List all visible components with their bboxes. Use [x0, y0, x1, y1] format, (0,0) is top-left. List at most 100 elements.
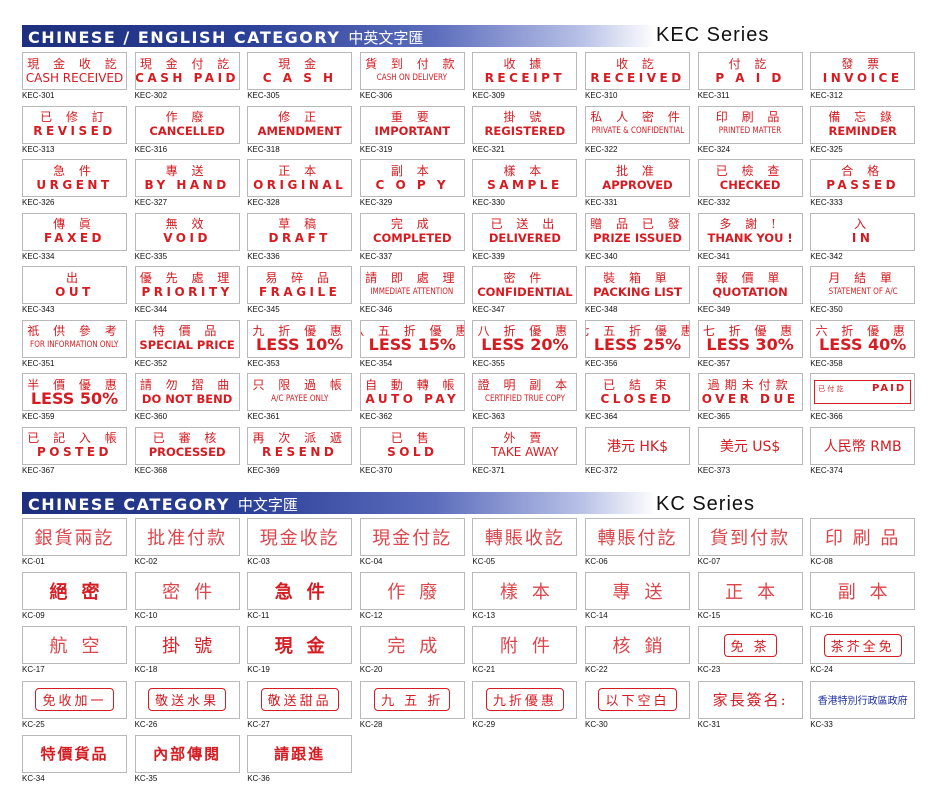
stamp-item[interactable]: 傳 眞 FAXED KEC-334 — [22, 212, 127, 261]
stamp-item[interactable]: 貨 到 付 款 CASH ON DELIVERY KEC-306 — [359, 52, 465, 100]
stamp-item[interactable]: 樣本 KC-13 — [472, 572, 578, 620]
stamp-item[interactable]: 現 金 付 訖 CASH PAID KEC-302 — [134, 52, 240, 100]
stamp-item[interactable]: 免收加一 KC-25 — [22, 680, 127, 729]
stamp-item[interactable]: 七 折 優 惠 LESS 30% KEC-357 — [697, 319, 803, 368]
stamp-item[interactable]: 敬送水果 KC-26 — [134, 680, 240, 729]
stamp-item[interactable]: 急件 KC-11 — [247, 572, 353, 620]
stamp-item[interactable]: 請 即 處 理 IMMEDIATE ATTENTION KEC-346 — [359, 266, 465, 314]
stamp-item[interactable]: 只 限 過 帳 A/C PAYEE ONLY KEC-361 — [247, 373, 353, 421]
stamp-item[interactable]: 印 刷 品 PRINTED MATTER KEC-324 — [697, 105, 803, 154]
stamp-item[interactable]: 祇 供 參 考 FOR INFORMATION ONLY KEC-351 — [22, 319, 127, 368]
stamp-item[interactable]: 贈 品 已 發 PRIZE ISSUED KEC-340 — [585, 212, 690, 261]
stamp-item[interactable]: 貨到付款 KC-07 — [697, 518, 803, 566]
stamp-item[interactable]: 樣 本 SAMPLE KEC-330 — [472, 159, 578, 207]
stamp-item[interactable]: 正 本 ORIGINAL KEC-328 — [247, 159, 353, 207]
stamp-item[interactable]: 已 結 束 CLOSED KEC-364 — [585, 373, 690, 421]
stamp-item[interactable]: 發 票 INVOICE KEC-312 — [810, 52, 916, 100]
stamp-item[interactable]: 航空 KC-17 — [22, 626, 127, 674]
stamp-item[interactable]: 港元 HK$ KEC-372 — [585, 426, 690, 475]
stamp-item[interactable]: 茶芥全免 KC-24 — [810, 626, 916, 674]
stamp-item[interactable]: 已 付 訖 PAID KEC-366 — [810, 373, 916, 421]
stamp-item[interactable]: 以下空白 KC-30 — [585, 680, 690, 729]
stamp-item[interactable]: 現金收訖 KC-03 — [247, 518, 353, 566]
stamp-item[interactable]: 合 格 PASSED KEC-333 — [810, 159, 916, 207]
stamp-item[interactable]: 轉賬付訖 KC-06 — [585, 518, 690, 566]
stamp-item[interactable]: 證 明 副 本 CERTIFIED TRUE COPY KEC-363 — [472, 373, 578, 421]
stamp-item[interactable]: 已 售 SOLD KEC-370 — [359, 426, 465, 475]
stamp-item[interactable]: 現金付訖 KC-04 — [359, 518, 465, 566]
stamp-item[interactable]: 掛號 KC-18 — [134, 626, 240, 674]
stamp-item[interactable]: 已 記 入 帳 POSTED KEC-367 — [22, 426, 127, 475]
stamp-item[interactable]: 易 碎 品 FRAGILE KEC-345 — [247, 266, 353, 314]
stamp-item[interactable]: 敬送甜品 KC-27 — [247, 680, 353, 729]
stamp-item[interactable]: 正本 KC-15 — [697, 572, 803, 620]
stamp-item[interactable]: 再 次 派 遞 RESEND KEC-369 — [247, 426, 353, 475]
stamp-item[interactable]: 專 送 BY HAND KEC-327 — [134, 159, 240, 207]
stamp-item[interactable]: 多 謝 ! THANK YOU ! KEC-341 — [697, 212, 803, 261]
stamp-item[interactable]: 家長簽名: KC-31 — [697, 680, 803, 729]
stamp-item[interactable]: 香港特別行政區政府 KC-33 — [810, 680, 916, 729]
stamp-code: KEC-350 — [810, 305, 843, 314]
stamp-item[interactable]: 特 價 品 SPECIAL PRICE KEC-352 — [134, 319, 240, 368]
stamp-item[interactable]: 私 人 密 件 PRIVATE & CONFIDENTIAL KEC-322 — [585, 105, 690, 154]
stamp-item[interactable]: 印 刷 品 KC-08 — [810, 518, 916, 566]
stamp-item[interactable]: 請跟進 KC-36 — [247, 734, 353, 783]
stamp-item[interactable]: 批 准 APPROVED KEC-331 — [585, 159, 690, 207]
stamp-item[interactable]: 請 勿 摺 曲 DO NOT BEND KEC-360 — [134, 373, 240, 421]
stamp-item[interactable]: 收 據 RECEIPT KEC-309 — [472, 52, 578, 100]
stamp-item[interactable]: 完 成 COMPLETED KEC-337 — [359, 212, 465, 261]
stamp-item[interactable]: 附件 KC-21 — [472, 626, 578, 674]
stamp-item[interactable]: 備 忘 錄 REMINDER KEC-325 — [810, 105, 916, 154]
stamp-item[interactable]: 作廢 KC-12 — [359, 572, 465, 620]
stamp-item[interactable]: 人民幣 RMB KEC-374 — [810, 426, 916, 475]
stamp-item[interactable]: 掛 號 REGISTERED KEC-321 — [472, 105, 578, 154]
stamp-item[interactable]: 密 件 CONFIDENTIAL KEC-347 — [472, 266, 578, 314]
stamp-item[interactable]: 絕密 KC-09 — [22, 572, 127, 620]
stamp-item[interactable]: 月 結 單 STATEMENT OF A/C KEC-350 — [810, 266, 916, 314]
stamp-item[interactable]: 轉賬收訖 KC-05 — [472, 518, 578, 566]
stamp-item[interactable]: 修 正 AMENDMENT KEC-318 — [247, 105, 353, 154]
stamp-item[interactable]: 現 金 收 訖 CASH RECEIVED KEC-301 — [22, 52, 127, 100]
stamp-item[interactable]: 現金 KC-19 — [247, 626, 353, 674]
stamp-item[interactable]: 已 送 出 DELIVERED KEC-339 — [472, 212, 578, 261]
stamp-item[interactable]: 半 價 優 惠 LESS 50% KEC-359 — [22, 373, 127, 421]
stamp-item[interactable]: 免 茶 KC-23 — [697, 626, 803, 674]
stamp-item[interactable]: 重 要 IMPORTANT KEC-319 — [359, 105, 465, 154]
stamp-item[interactable]: 內部傳閱 KC-35 — [134, 734, 240, 783]
stamp-item[interactable]: 六 折 優 惠 LESS 40% KEC-358 — [810, 319, 916, 368]
stamp-item[interactable]: 特價貨品 KC-34 — [22, 734, 127, 783]
stamp-item[interactable]: 副本 KC-16 — [810, 572, 916, 620]
stamp-item[interactable]: 優 先 處 理 PRIORITY KEC-344 — [134, 266, 240, 314]
stamp-item[interactable]: 無 效 VOID KEC-335 — [134, 212, 240, 261]
stamp-item[interactable]: 裝 箱 單 PACKING LIST KEC-348 — [585, 266, 690, 314]
stamp-item[interactable]: 急 件 URGENT KEC-326 — [22, 159, 127, 207]
stamp-item[interactable]: 密件 KC-10 — [134, 572, 240, 620]
stamp-item[interactable]: 報 價 單 QUOTATION KEC-349 — [697, 266, 803, 314]
stamp-item[interactable]: 入 IN KEC-342 — [810, 212, 916, 261]
stamp-item[interactable]: 美元 US$ KEC-373 — [697, 426, 803, 475]
stamp-item[interactable]: 已 修 訂 REVISED KEC-313 — [22, 105, 127, 154]
stamp-item[interactable]: 外 賣 TAKE AWAY KEC-371 — [472, 426, 578, 475]
stamp-item[interactable]: 核銷 KC-22 — [585, 626, 690, 674]
stamp-item[interactable]: 過期未付款 OVER DUE KEC-365 — [697, 373, 803, 421]
stamp-item[interactable]: 專送 KC-14 — [585, 572, 690, 620]
stamp-item[interactable]: 收 訖 RECEIVED KEC-310 — [585, 52, 690, 100]
stamp-item[interactable]: 出 OUT KEC-343 — [22, 266, 127, 314]
stamp-item[interactable]: 八 折 優 惠 LESS 20% KEC-355 — [472, 319, 578, 368]
stamp-item[interactable]: 草 稿 DRAFT KEC-336 — [247, 212, 353, 261]
stamp-item[interactable]: 作 廢 CANCELLED KEC-316 — [134, 105, 240, 154]
stamp-item[interactable]: 完成 KC-20 — [359, 626, 465, 674]
stamp-item[interactable]: 九折優惠 KC-29 — [472, 680, 578, 729]
stamp-item[interactable]: 九 折 優 惠 LESS 10% KEC-353 — [247, 319, 353, 368]
stamp-item[interactable]: 已 審 核 PROCESSED KEC-368 — [134, 426, 240, 475]
stamp-item[interactable]: 銀貨兩訖 KC-01 — [22, 518, 127, 566]
stamp-item[interactable]: 九 五 折 KC-28 — [359, 680, 465, 729]
stamp-item[interactable]: 批准付款 KC-02 — [134, 518, 240, 566]
stamp-item[interactable]: 自 動 轉 帳 AUTO PAY KEC-362 — [359, 373, 465, 421]
stamp-item[interactable]: 已 檢 查 CHECKED KEC-332 — [697, 159, 803, 207]
